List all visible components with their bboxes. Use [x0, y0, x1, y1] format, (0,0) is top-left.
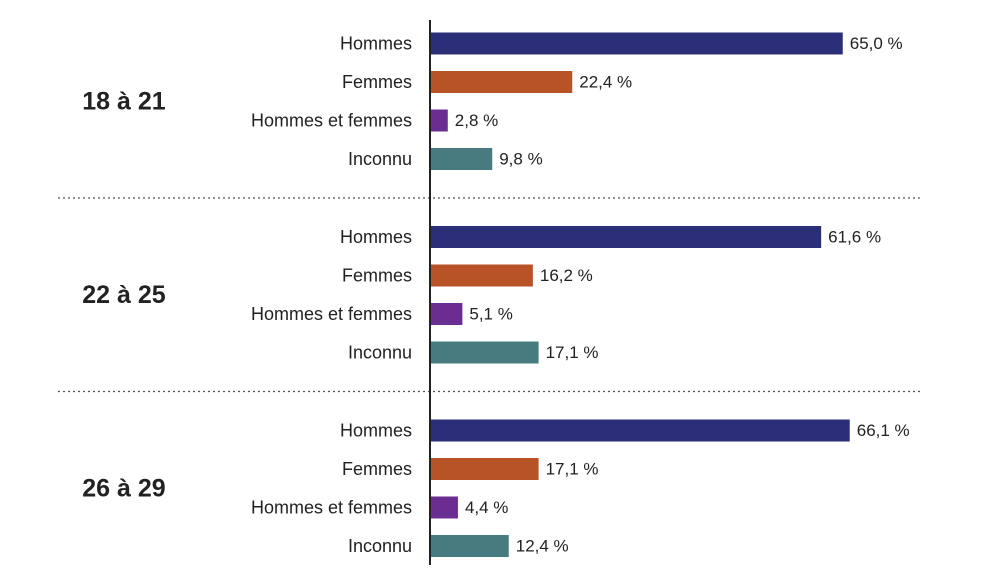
- bar-inconnu: [430, 535, 509, 557]
- value-label: 22,4 %: [579, 73, 632, 92]
- bar-inconnu: [430, 148, 493, 170]
- bar-femmes: [430, 71, 573, 93]
- value-label: 61,6 %: [828, 228, 881, 247]
- value-label: 17,1 %: [546, 460, 599, 479]
- category-label-inconnu: Inconnu: [348, 149, 412, 169]
- category-label-hommes-et-femmes: Hommes et femmes: [251, 498, 412, 518]
- bar-group-26-a-29: Hommes 66,1 % Femmes 17,1 % Hommes et femmes…: [82, 419, 910, 557]
- bar-group-18-a-21: Hommes 65,0 % Femmes 22,4 % Hommes et femmes…: [82, 32, 903, 170]
- value-label: 65,0 %: [850, 34, 903, 53]
- category-label-femmes: Femmes: [342, 266, 412, 286]
- bar-femmes: [430, 458, 539, 480]
- group-label: 26 à 29: [82, 474, 165, 502]
- bar-hommes: [430, 419, 850, 442]
- value-label: 17,1 %: [546, 343, 599, 362]
- value-label: 16,2 %: [540, 266, 593, 285]
- category-label-inconnu: Inconnu: [348, 536, 412, 556]
- group-label: 18 à 21: [82, 87, 166, 115]
- category-label-hommes-et-femmes: Hommes et femmes: [251, 111, 412, 131]
- value-label: 12,4 %: [516, 537, 569, 556]
- category-label-femmes: Femmes: [342, 459, 412, 479]
- bar-hommes: [430, 226, 822, 248]
- bar-hommes: [430, 32, 843, 55]
- category-label-hommes: Hommes: [340, 227, 412, 247]
- bar-hommes-et-femmes: [430, 109, 448, 132]
- bar-femmes: [430, 264, 533, 287]
- category-label-hommes: Hommes: [340, 421, 412, 441]
- category-label-hommes-et-femmes: Hommes et femmes: [251, 304, 412, 324]
- group-separators: [58, 197, 920, 393]
- category-label-inconnu: Inconnu: [348, 343, 412, 363]
- bar-hommes-et-femmes: [430, 496, 458, 519]
- bar-groups: Hommes 65,0 % Femmes 22,4 % Hommes et femmes…: [82, 32, 910, 557]
- category-label-femmes: Femmes: [342, 72, 412, 92]
- bar-inconnu: [430, 341, 539, 364]
- value-label: 5,1 %: [469, 305, 512, 324]
- bar-group-22-a-25: Hommes 61,6 % Femmes 16,2 % Hommes et femmes…: [82, 226, 881, 364]
- value-label: 66,1 %: [857, 421, 910, 440]
- value-label: 4,4 %: [465, 498, 508, 517]
- category-label-hommes: Hommes: [340, 34, 412, 54]
- value-label: 2,8 %: [455, 111, 498, 130]
- group-label: 22 à 25: [82, 281, 166, 309]
- value-label: 9,8 %: [499, 150, 542, 169]
- bar-hommes-et-femmes: [430, 303, 463, 325]
